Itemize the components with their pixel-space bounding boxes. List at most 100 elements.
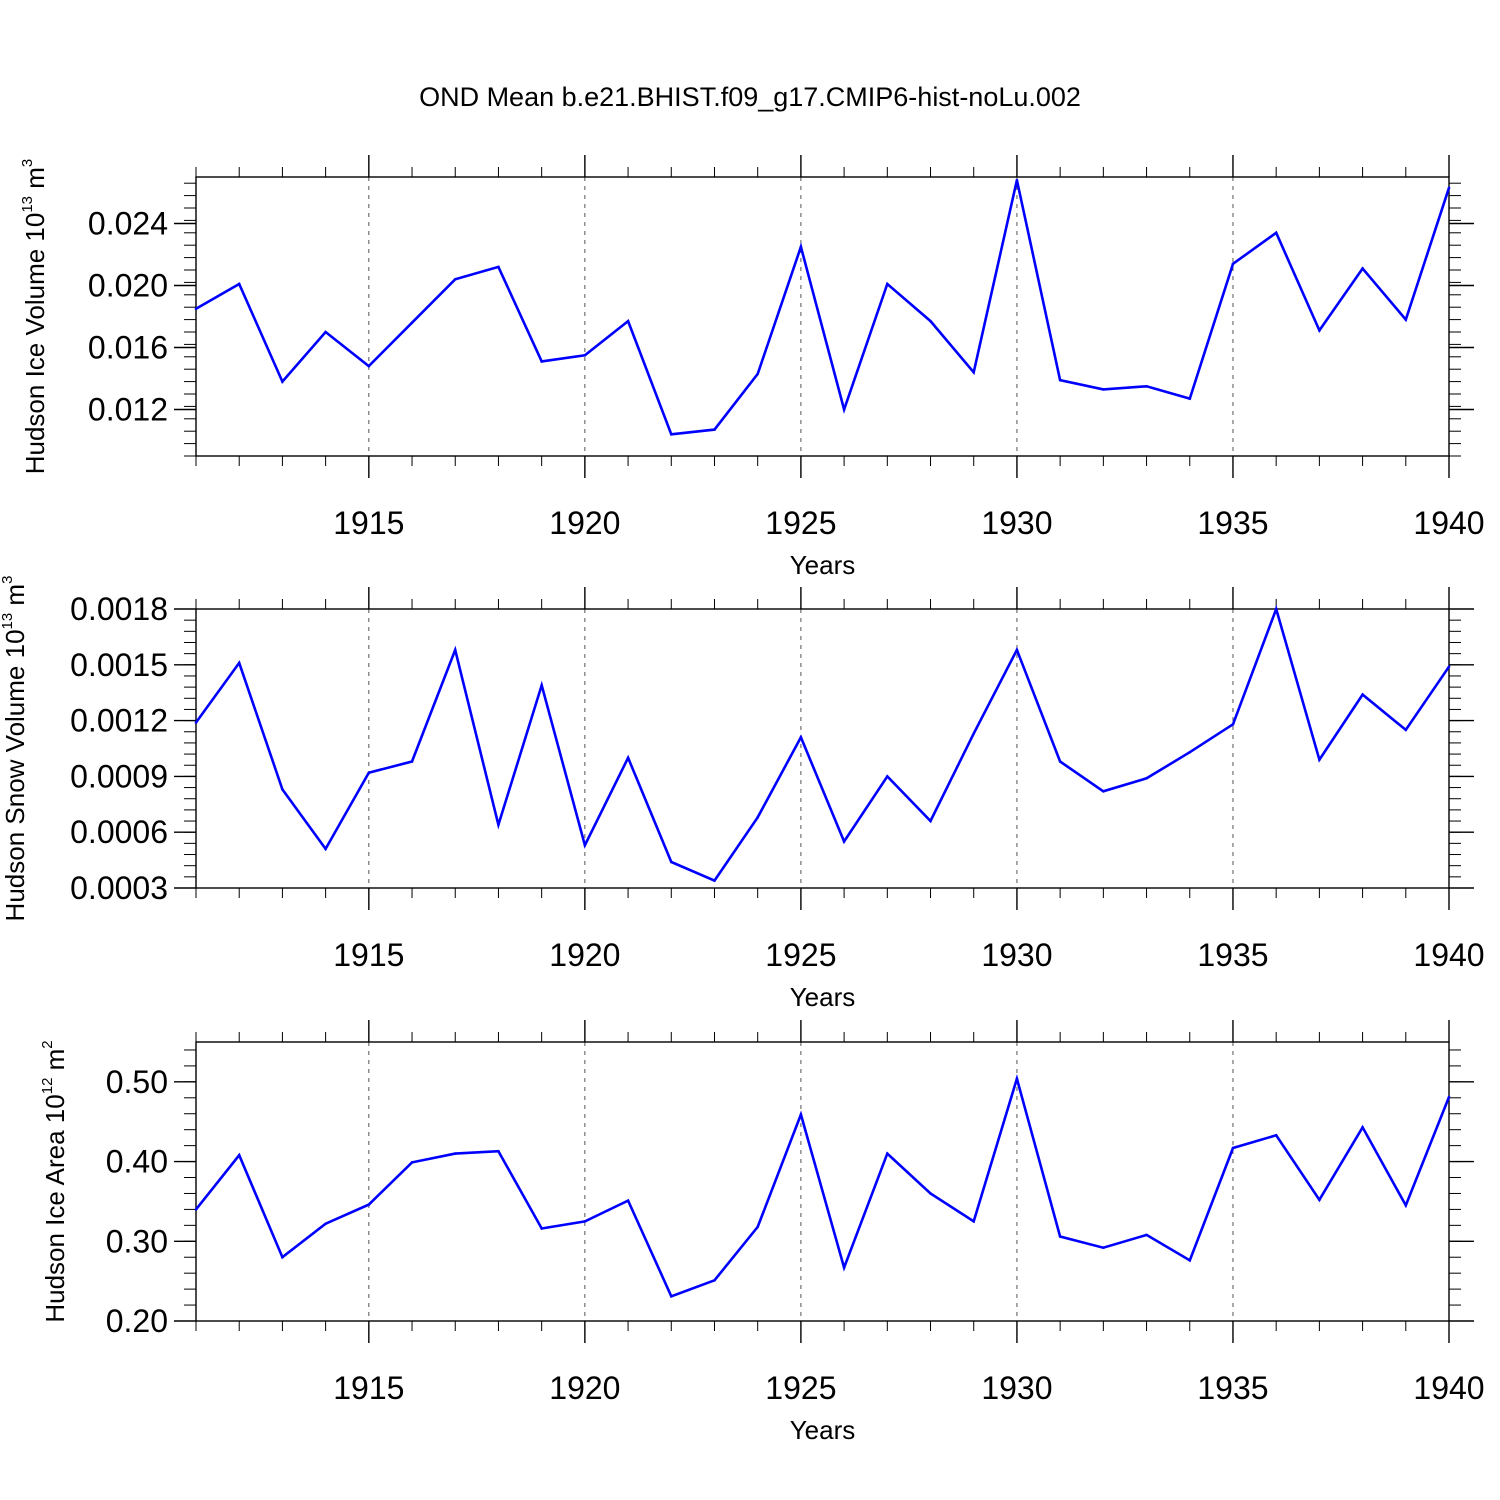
x-tick-label: 1920	[549, 1370, 620, 1406]
y-axis-title-exponent: 13	[19, 196, 36, 213]
data-point	[972, 732, 976, 735]
data-point	[583, 353, 587, 357]
y-tick-label: 0.0003	[70, 870, 168, 906]
x-tick-label: 1935	[1197, 505, 1268, 541]
data-point	[540, 1227, 543, 1230]
y-tick-label: 0.016	[88, 330, 168, 366]
data-point	[367, 364, 371, 368]
y-axis-title-base: Hudson Ice Volume 10	[20, 213, 50, 475]
data-point	[237, 661, 241, 665]
data-point	[799, 1113, 803, 1116]
x-tick-label: 1915	[333, 1370, 404, 1406]
data-point	[1015, 648, 1019, 652]
data-point	[497, 1149, 500, 1153]
data-point	[1447, 186, 1451, 190]
data-point	[626, 756, 630, 760]
data-point	[1231, 1146, 1235, 1150]
data-point	[626, 319, 630, 323]
y-tick-label: 0.024	[88, 206, 168, 242]
data-point	[237, 1153, 241, 1157]
data-point	[1274, 607, 1278, 611]
data-point	[1102, 388, 1105, 391]
data-point	[972, 371, 976, 374]
panel-snow-volume: 0.0003 0.0006 0.0009 0.0012 0.0015 0.0018 1915…	[0, 576, 1485, 1012]
x-tick-label: 1940	[1413, 937, 1484, 973]
data-point	[756, 372, 759, 376]
y-axis-title: Hudson Ice Area 1012 m2	[39, 1040, 70, 1322]
y-axis-title: Hudson Ice Volume 1013 m3	[19, 159, 50, 475]
y-axis-title: Hudson Snow Volume 1013 m3	[0, 576, 30, 922]
x-axis-title: Years	[790, 550, 856, 580]
data-point	[1145, 384, 1148, 388]
data-point	[1188, 750, 1192, 754]
y-tick-label: 0.020	[88, 268, 168, 304]
y-tick-label: 0.0018	[70, 591, 168, 627]
data-point	[713, 879, 716, 882]
y-axis-title-unit-exponent: 3	[0, 576, 16, 584]
panel-ice-volume: 0.012 0.016 0.020 0.024 1915 1920 1925 1930 1935…	[19, 155, 1485, 580]
data-point	[1058, 378, 1062, 382]
data-point	[1058, 760, 1062, 763]
data-point	[281, 1255, 284, 1259]
data-point	[1145, 1233, 1148, 1237]
x-tick-label: 1935	[1197, 1370, 1268, 1406]
y-axis-title-base: Hudson Ice Area 10	[40, 1094, 70, 1322]
y-axis-title-unit: m	[20, 167, 50, 196]
panel-ice-area: 0.20 0.30 0.40 0.50 1915 1920 1925 1930 1935 1940…	[39, 1020, 1485, 1445]
data-point	[626, 1199, 630, 1202]
data-point	[1447, 665, 1451, 668]
x-tick-label: 1925	[765, 937, 836, 973]
x-tick-label: 1940	[1413, 505, 1484, 541]
x-tick-label: 1915	[333, 937, 404, 973]
data-point	[842, 408, 846, 411]
data-point	[281, 788, 284, 791]
data-point	[453, 648, 457, 652]
y-tick-label: 0.50	[106, 1064, 168, 1100]
data-point	[886, 775, 889, 778]
data-point	[194, 307, 198, 311]
data-point	[194, 721, 198, 724]
data-point	[1361, 267, 1364, 270]
y-axis-title-unit: m	[0, 584, 30, 613]
panels: 0.012 0.016 0.020 0.024 1915 1920 1925 1930 1935…	[0, 155, 1485, 1445]
x-axis-title: Years	[790, 1415, 856, 1445]
x-tick-label: 1920	[549, 505, 620, 541]
data-point	[972, 1220, 976, 1223]
plot-frame	[195, 1041, 1450, 1322]
data-point	[497, 265, 500, 269]
data-point	[669, 1294, 673, 1298]
chart-title: OND Mean b.e21.BHIST.f09_g17.CMIP6-hist-…	[419, 82, 1081, 112]
data-point	[799, 736, 803, 739]
data-point	[1102, 789, 1105, 793]
x-tick-label: 1940	[1413, 1370, 1484, 1406]
y-tick-label: 0.0015	[70, 647, 168, 683]
data-point	[324, 847, 327, 851]
y-tick-label: 0.0009	[70, 758, 168, 794]
data-point	[713, 1279, 716, 1282]
data-point	[756, 816, 759, 819]
data-point	[842, 1266, 846, 1269]
data-point	[1404, 728, 1408, 732]
data-point	[842, 840, 846, 843]
data-point	[1015, 178, 1019, 182]
series-line	[194, 604, 1451, 883]
y-tick-label: 0.20	[106, 1303, 168, 1339]
y-tick-label: 0.0006	[70, 814, 168, 850]
data-point	[929, 819, 932, 823]
data-point	[1188, 397, 1192, 400]
y-tick-label: 0.40	[106, 1144, 168, 1180]
data-point	[1231, 723, 1235, 726]
y-tick-label: 0.30	[106, 1223, 168, 1259]
y-axis-title-unit: m	[40, 1049, 70, 1078]
data-point	[1318, 1198, 1321, 1202]
series-line	[194, 1074, 1451, 1298]
data-point	[886, 1152, 889, 1155]
plot-frame	[195, 176, 1450, 457]
data-point	[540, 683, 543, 687]
data-point	[367, 1203, 371, 1206]
data-point	[1231, 262, 1235, 266]
y-axis-title-unit-exponent: 2	[39, 1040, 56, 1048]
data-point	[1274, 1133, 1278, 1137]
data-point	[929, 319, 932, 323]
data-point	[324, 330, 327, 334]
